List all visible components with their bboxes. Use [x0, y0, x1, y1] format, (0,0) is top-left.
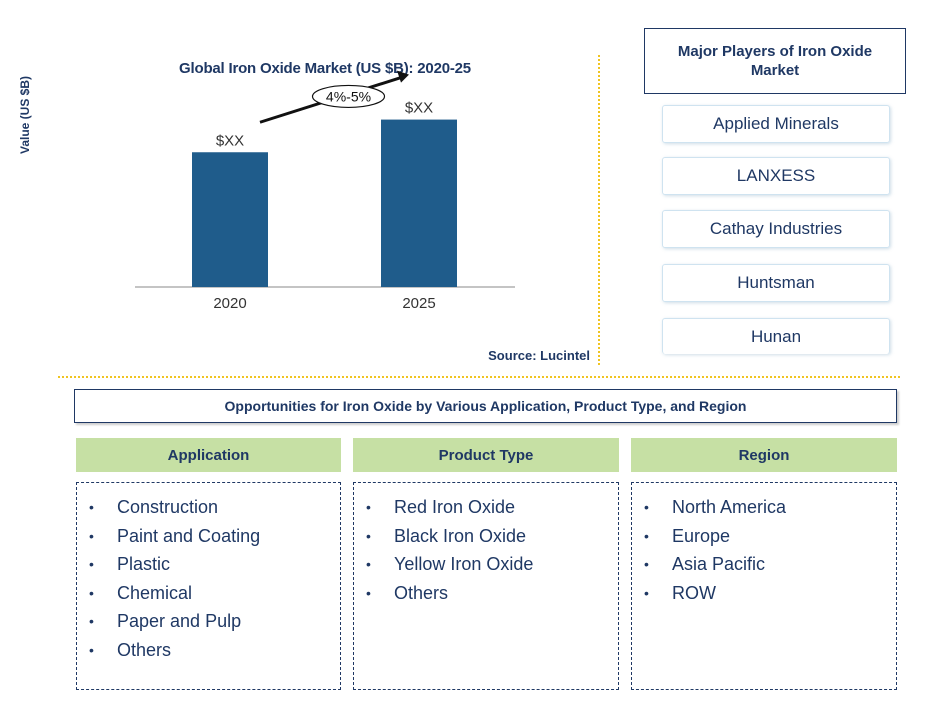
bullet-icon: • [89, 641, 94, 658]
growth-rate-label: 4%-5% [326, 88, 371, 104]
x-tick-label-2020: 2020 [213, 295, 246, 312]
bullet-icon: • [366, 556, 371, 573]
category-list-region: • North America • Europe • Asia Pacific • RO… [631, 482, 897, 690]
player-box: LANXESS [662, 157, 890, 195]
data-label-2025: $XX [405, 100, 433, 117]
bullet-icon: • [89, 584, 94, 601]
bars-layer: $XX 2020 $XX 2025 [192, 100, 457, 312]
player-box: Applied Minerals [662, 105, 890, 143]
horizontal-divider [58, 376, 900, 378]
bullet-icon: • [366, 527, 371, 544]
list-item: • Chemical [87, 579, 332, 608]
bullet-icon: • [644, 499, 649, 515]
category-header-region: Region [631, 438, 897, 472]
bullet-icon: • [366, 584, 371, 601]
list-item: • Paint and Coating [87, 522, 332, 551]
list-item: • Others [364, 579, 610, 608]
category-header-product-type: Product Type [353, 438, 619, 472]
data-label-2020: $XX [216, 132, 244, 149]
bullet-icon: • [644, 527, 649, 544]
player-box: Hunan [662, 318, 890, 354]
x-tick-label-2025: 2025 [402, 295, 435, 312]
list-item: • Construction [87, 493, 332, 522]
y-axis-label: Value (US $B) [18, 75, 32, 155]
list-item: • Paper and Pulp [87, 607, 332, 636]
bullet-icon: • [89, 527, 94, 544]
list-item: • North America [642, 493, 888, 522]
arrow-head-icon [397, 70, 409, 83]
opportunities-banner: Opportunities for Iron Oxide by Various … [74, 389, 897, 423]
players-title: Major Players of Iron Oxide Market [644, 28, 906, 94]
bullet-icon: • [644, 584, 649, 601]
bullet-icon: • [644, 556, 649, 573]
source-label: Source: Lucintel [488, 348, 590, 363]
player-box: Cathay Industries [662, 210, 890, 248]
list-item: • Red Iron Oxide [364, 493, 610, 522]
list-item: • Others [87, 636, 332, 665]
bullet-icon: • [89, 613, 94, 630]
list-item: • Plastic [87, 550, 332, 579]
list-item: • Yellow Iron Oxide [364, 550, 610, 579]
bullet-icon: • [89, 556, 94, 573]
bullet-icon: • [366, 499, 371, 515]
category-list-application: • Construction • Paint and Coating • Plasti… [76, 482, 341, 690]
list-item: • Europe [642, 522, 888, 551]
list-item: • Black Iron Oxide [364, 522, 610, 551]
bar-2025 [381, 119, 457, 287]
bullet-icon: • [89, 499, 94, 515]
list-item: • ROW [642, 579, 888, 608]
bar-chart: $XX 2020 $XX 2025 4%-5% [135, 70, 515, 312]
bar-2020 [192, 152, 268, 287]
vertical-divider [598, 55, 600, 365]
category-header-application: Application [76, 438, 341, 472]
player-box: Huntsman [662, 264, 890, 302]
category-list-product-type: • Red Iron Oxide • Black Iron Oxide • Yello… [353, 482, 619, 690]
growth-badge [311, 84, 386, 109]
growth-annotation: 4%-5% [259, 70, 409, 124]
list-item: • Asia Pacific [642, 550, 888, 579]
